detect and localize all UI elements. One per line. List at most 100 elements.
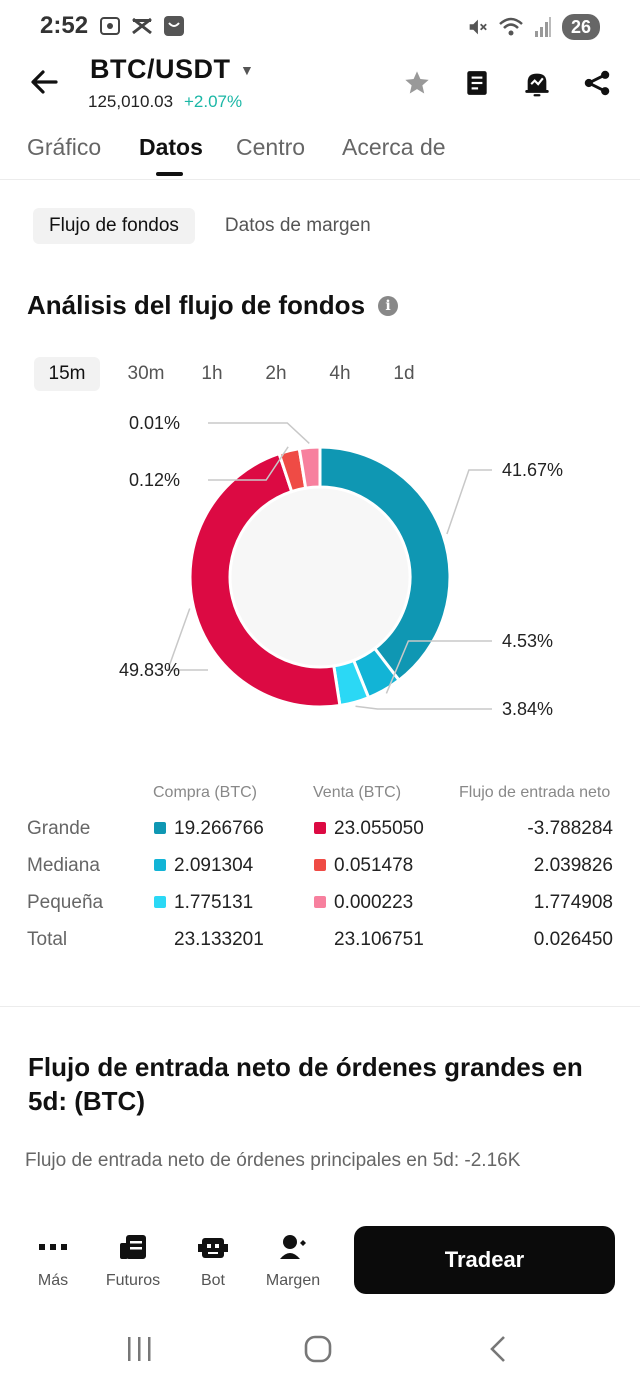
battery-badge: 26 (561, 14, 600, 40)
donut-slice-0[interactable] (318, 445, 452, 683)
notebook-icon[interactable] (460, 66, 494, 100)
tab-acerca-de[interactable]: Acerca de (342, 134, 446, 160)
price-change: +2.07% (184, 92, 243, 111)
slice-label-4: 0.12% (129, 470, 180, 490)
net-small: 1.774908 (533, 892, 613, 913)
row-label-mediana: Mediana (27, 855, 100, 876)
section-title: Análisis del flujo de fondos (27, 290, 366, 320)
nav-bot-label: Bot (200, 1272, 225, 1289)
subtab-flujo-de-fondos[interactable]: Flujo de fondos (33, 208, 195, 244)
star-icon[interactable] (400, 66, 434, 100)
system-navigation-bar (0, 1320, 640, 1387)
signal-icon (534, 17, 551, 37)
timeframe-15m[interactable]: 15m (34, 357, 100, 391)
swatch-buy-medium (154, 859, 166, 871)
buy-small: 1.775131 (174, 892, 254, 913)
last-price: 125,010.03 (88, 92, 174, 111)
leader-line-4 (208, 446, 289, 481)
status-bar: 2:52 26 (0, 0, 640, 54)
buy-medium: 2.091304 (174, 855, 254, 876)
swatch-sell-small (314, 896, 326, 908)
status-time: 2:52 (40, 12, 89, 39)
more-dots-icon (18, 1232, 88, 1262)
status-system-icons: 26 (466, 14, 600, 40)
status-notification-icons (98, 14, 186, 38)
futures-icon (98, 1232, 168, 1262)
slice-label-5: 0.01% (129, 413, 180, 433)
large-orders-summary: Flujo de entrada neto de órdenes princip… (25, 1150, 521, 1171)
donut-slice-5[interactable] (297, 445, 322, 490)
donut-center (230, 487, 410, 667)
fund-flow-donut-chart: 41.67% 4.53% 3.84% 49.83% 0.12% 0.01% (0, 400, 640, 740)
pair-name[interactable]: BTC/USDT (90, 54, 231, 84)
swatch-buy-large (154, 822, 166, 834)
nav-margen[interactable]: Margen (258, 1232, 328, 1290)
recent-apps-icon[interactable] (124, 1334, 154, 1364)
bot-icon (178, 1232, 248, 1262)
capcut-icon (132, 17, 152, 35)
price-alert-bell-icon[interactable] (520, 66, 554, 100)
wifi-icon (499, 17, 523, 36)
row-label-total: Total (27, 929, 68, 950)
back-arrow-icon[interactable] (26, 64, 62, 100)
sell-medium: 0.051478 (334, 855, 414, 876)
tab-grafico[interactable]: Gráfico (27, 134, 102, 160)
donut-svg: 41.67% 4.53% 3.84% 49.83% 0.12% 0.01% (119, 413, 563, 719)
swatch-sell-medium (314, 859, 326, 871)
leader-line-2 (355, 705, 492, 710)
sell-small: 0.000223 (334, 892, 414, 913)
slice-label-1: 4.53% (502, 631, 553, 651)
swatch-sell-large (314, 822, 326, 834)
slice-label-3: 49.83% (119, 660, 180, 680)
net-medium: 2.039826 (533, 855, 613, 876)
timeframe-1d[interactable]: 1d (393, 363, 415, 384)
slice-label-2: 3.84% (502, 699, 553, 719)
mute-icon (469, 19, 487, 35)
swatch-buy-small (154, 896, 166, 908)
header-sell: Venta (BTC) (313, 784, 402, 801)
leader-line-1 (385, 640, 492, 694)
subtabs: Flujo de fondos Datos de margen (33, 208, 387, 244)
timeframe-30m[interactable]: 30m (127, 363, 165, 384)
trade-button[interactable]: Tradear (354, 1226, 615, 1294)
home-icon[interactable] (303, 1334, 333, 1364)
leader-line-3 (166, 608, 208, 671)
nav-futuros-label: Futuros (105, 1272, 161, 1289)
row-label-pequena: Pequeña (27, 892, 104, 913)
slice-label-0: 41.67% (502, 460, 563, 480)
nav-margen-label: Margen (265, 1272, 321, 1289)
timeframe-4h[interactable]: 4h (329, 363, 351, 384)
tab-datos[interactable]: Datos (139, 134, 203, 160)
bottom-action-bar: Más Futuros Bot Margen Tradear (0, 1222, 640, 1302)
timeframe-selector: 15m 30m 1h 2h 4h 1d (34, 357, 424, 391)
header: BTC/USDT ▼ 125,010.03 +2.07% (0, 54, 640, 120)
back-nav-icon[interactable] (484, 1334, 514, 1364)
nav-futuros[interactable]: Futuros (98, 1232, 168, 1290)
header-net-inflow: Flujo de entrada neto (459, 784, 611, 801)
timeframe-2h[interactable]: 2h (265, 363, 287, 384)
subtab-datos-de-margen[interactable]: Datos de margen (224, 215, 371, 236)
donut-slice-3[interactable] (188, 451, 342, 709)
nav-bot[interactable]: Bot (178, 1232, 248, 1290)
share-icon[interactable] (580, 66, 614, 100)
net-large: -3.788284 (527, 818, 613, 839)
header-buy: Compra (BTC) (153, 784, 258, 801)
nav-mas[interactable]: Más (18, 1232, 88, 1290)
nav-mas-label: Más (37, 1272, 69, 1289)
sell-large: 23.055050 (334, 818, 424, 839)
buy-large: 19.266766 (174, 818, 264, 839)
screenshot-icon (100, 17, 120, 35)
large-orders-title: Flujo de entrada neto de órdenes grandes… (28, 1052, 583, 1116)
margin-icon (258, 1232, 328, 1262)
row-label-grande: Grande (27, 818, 91, 839)
main-tabs: Gráfico Datos Centro Acerca de (0, 126, 640, 180)
caret-down-icon[interactable]: ▼ (240, 62, 254, 78)
shopping-bag-icon (164, 16, 184, 36)
info-icon[interactable]: i (378, 296, 398, 316)
section-divider (0, 1006, 640, 1007)
tab-centro[interactable]: Centro (236, 134, 306, 160)
buy-total: 23.133201 (174, 929, 264, 950)
leader-line-5 (208, 422, 310, 444)
timeframe-1h[interactable]: 1h (201, 363, 223, 384)
sell-total: 23.106751 (334, 929, 424, 950)
